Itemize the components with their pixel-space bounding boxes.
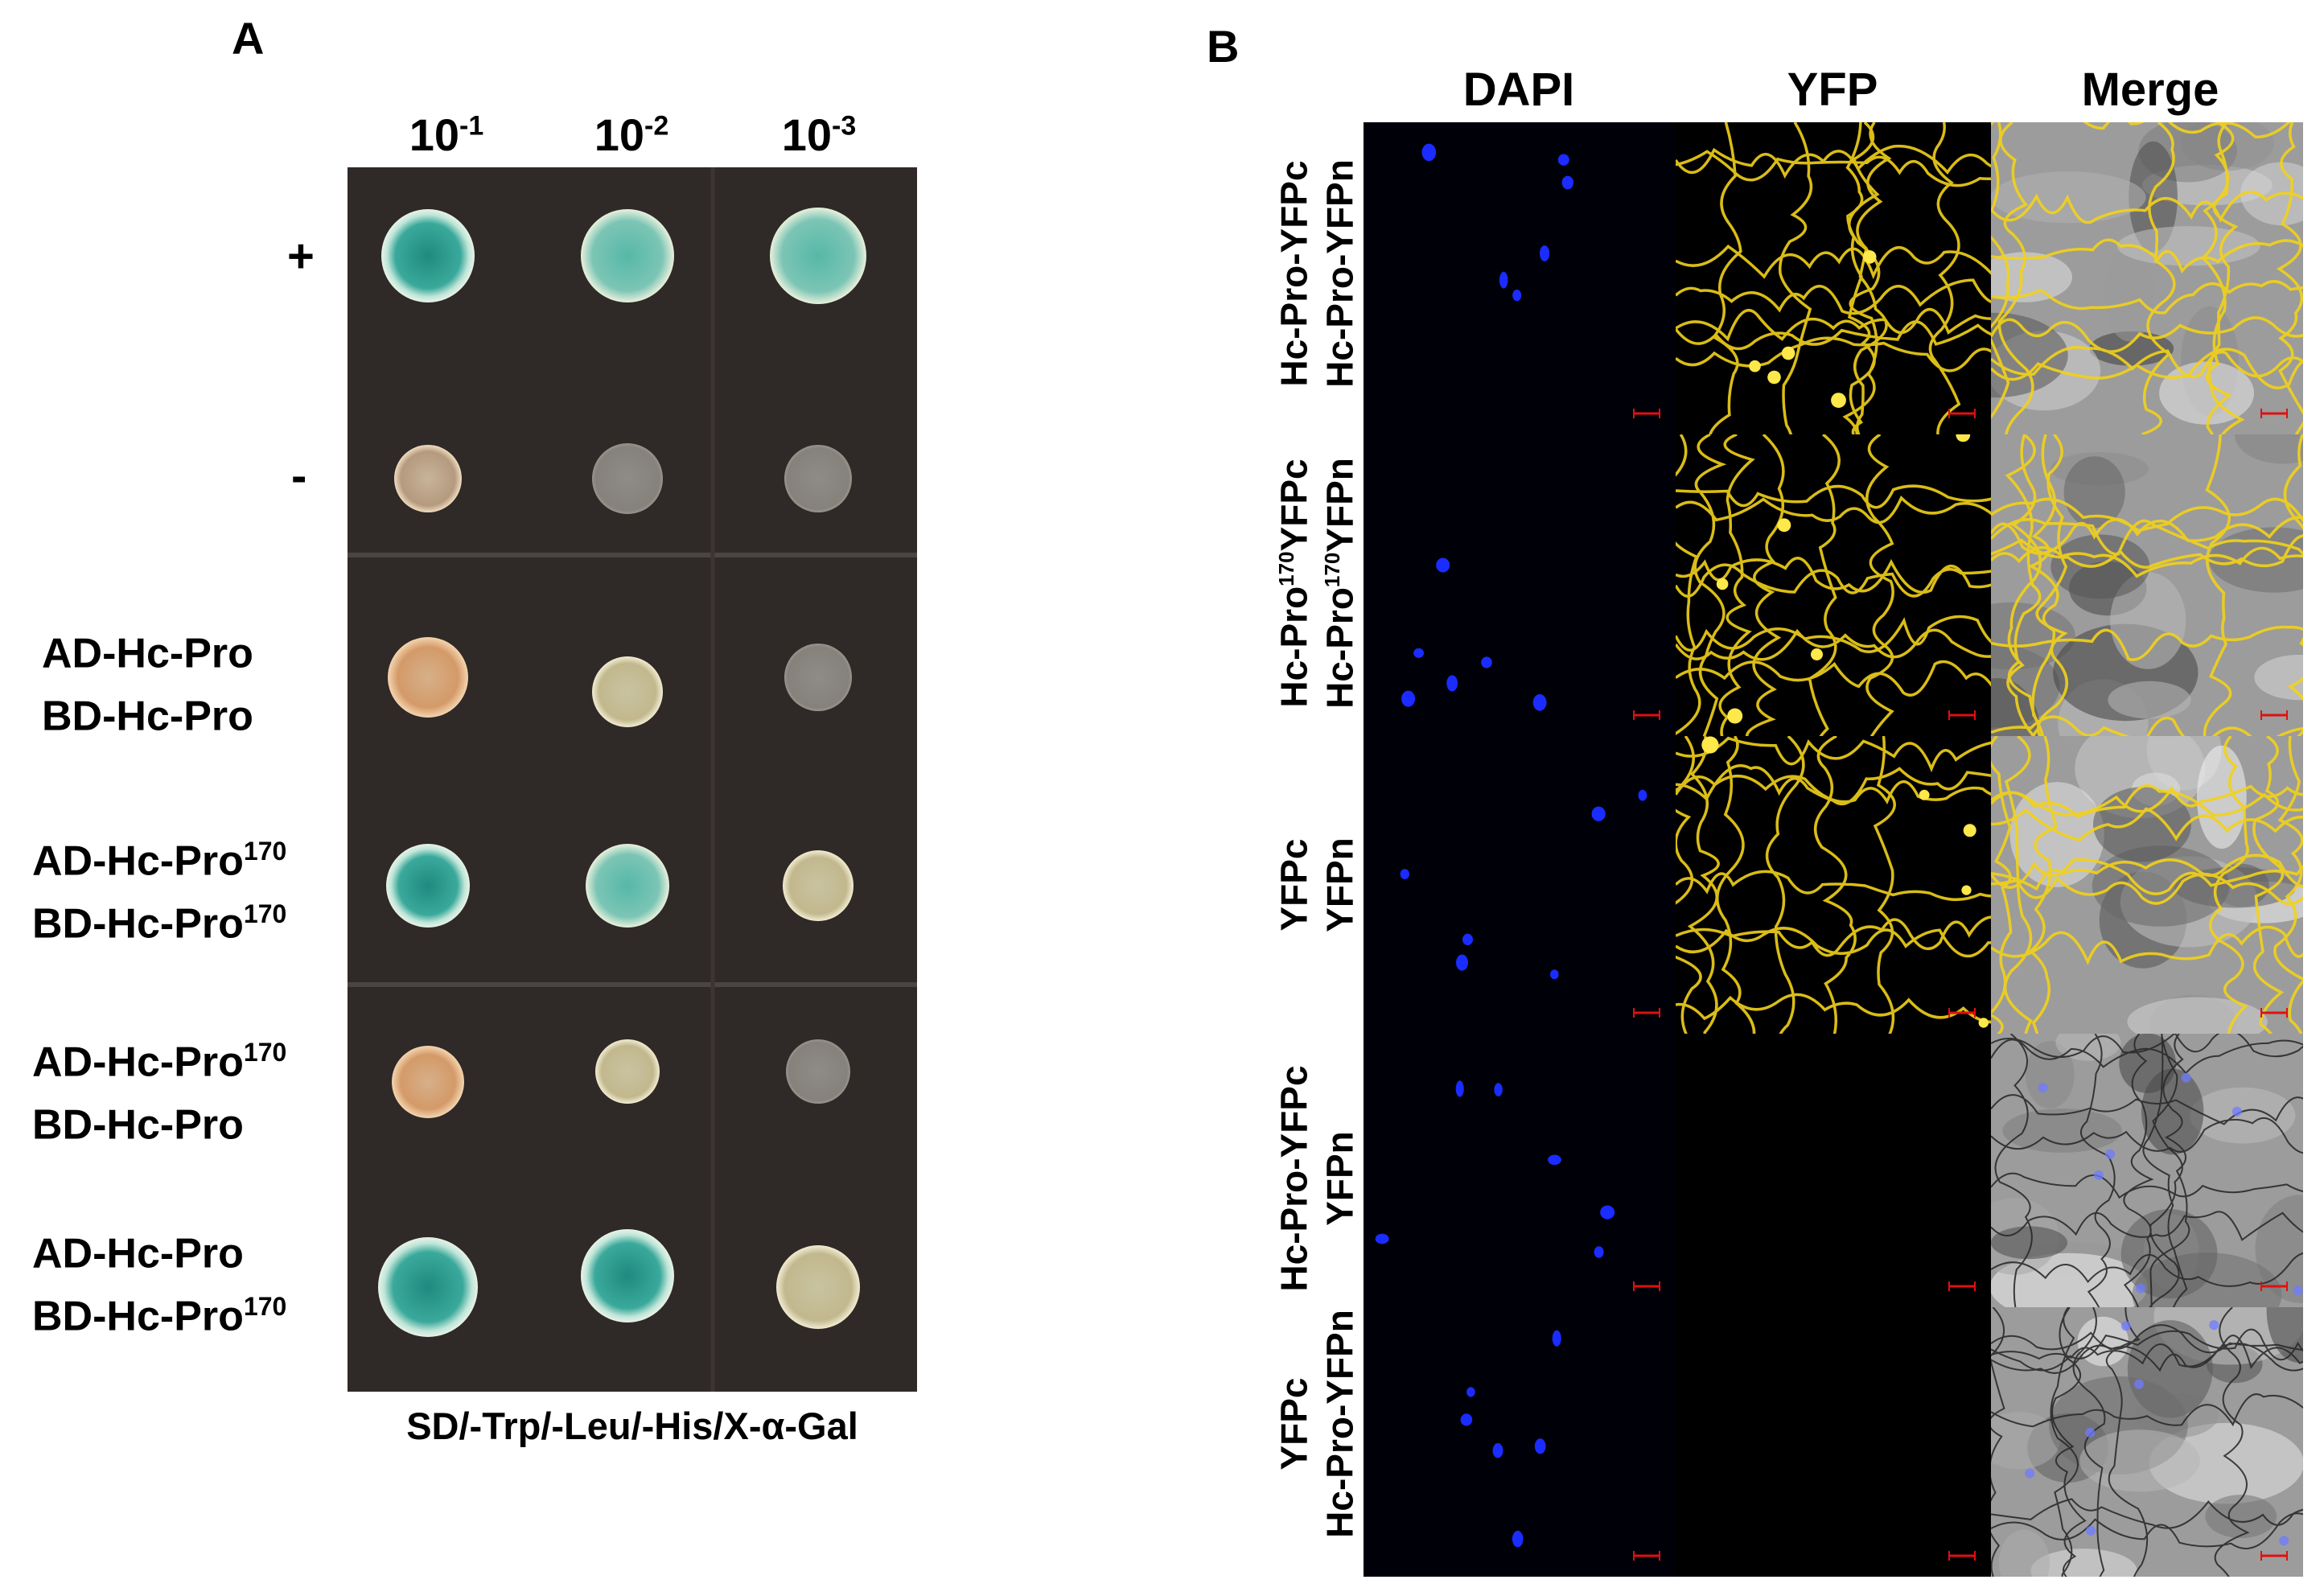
medium-caption: SD/-Trp/-Leu/-His/X-α-Gal — [406, 1405, 858, 1447]
colony — [592, 443, 663, 514]
merge-micrograph — [1991, 1034, 2303, 1307]
colony — [786, 1039, 850, 1104]
dapi-micrograph-drawing — [1364, 1307, 1676, 1577]
row-label-line2: BD-Hc-Pro — [42, 693, 253, 740]
dapi-micrograph-drawing — [1364, 122, 1676, 434]
merge-micrograph-drawing — [1991, 434, 2303, 736]
colony — [378, 1237, 478, 1337]
row-label-positive: + — [287, 230, 315, 282]
construct-label-row2: Hc-Pro170YFPc Hc-Pro170YFPn — [1267, 430, 1360, 736]
construct-label-row1: Hc-Pro-YFPc Hc-Pro-YFPn — [1267, 121, 1360, 426]
colony — [392, 1046, 464, 1118]
merge-micrograph-drawing — [1991, 1034, 2303, 1307]
construct-line1: YFPc — [1273, 838, 1315, 932]
row-label-negative: - — [291, 450, 307, 502]
row-label-line1: AD-Hc-Pro170 — [32, 1038, 287, 1086]
dapi-micrograph-drawing — [1364, 736, 1676, 1034]
row-label-line1: AD-Hc-Pro170 — [32, 837, 287, 885]
merge-micrograph — [1991, 736, 2303, 1034]
dapi-micrograph — [1364, 736, 1676, 1034]
merge-micrograph-drawing — [1991, 736, 2303, 1034]
dilution-label: 10-3 — [781, 109, 857, 160]
column-header-merge: Merge — [2081, 64, 2219, 116]
construct-line1: YFPc — [1273, 1377, 1315, 1471]
construct-label-row5: YFPc Hc-Pro-YFPn — [1267, 1271, 1360, 1577]
yfp-micrograph — [1676, 736, 1991, 1034]
colony — [386, 844, 470, 928]
panel-b-label: B — [1207, 21, 1240, 72]
dapi-micrograph-drawing — [1364, 434, 1676, 736]
yeast-plate-image — [348, 167, 917, 1392]
construct-line1: Hc-Pro170YFPc — [1273, 459, 1315, 708]
construct-line1: Hc-Pro-YFPc — [1273, 160, 1315, 387]
colony — [394, 445, 462, 512]
colony — [581, 209, 674, 302]
dapi-micrograph — [1364, 1034, 1676, 1307]
colony — [592, 656, 663, 727]
column-header-yfp: YFP — [1787, 64, 1878, 116]
yfp-micrograph — [1676, 122, 1991, 434]
yfp-micrograph-drawing — [1676, 434, 1991, 736]
construct-line2: Hc-Pro-YFPn — [1318, 1310, 1361, 1538]
row-label-line2: BD-Hc-Pro170 — [32, 1292, 287, 1340]
dilution-label: 10-1 — [409, 109, 484, 160]
dilution-label: 10-2 — [594, 109, 669, 160]
colony — [381, 209, 475, 302]
colony — [783, 850, 854, 921]
construct-line2: Hc-Pro-YFPn — [1318, 159, 1361, 388]
dapi-micrograph — [1364, 1307, 1676, 1577]
construct-line2: YFPn — [1318, 837, 1361, 932]
construct-label-row3: YFPc YFPn — [1267, 732, 1360, 1038]
yfp-micrograph-drawing — [1676, 736, 1991, 1034]
colony — [784, 644, 852, 711]
yfp-micrograph-drawing — [1676, 1034, 1991, 1307]
colony — [776, 1245, 860, 1329]
dapi-micrograph — [1364, 122, 1676, 434]
yfp-micrograph — [1676, 1034, 1991, 1307]
yfp-micrograph — [1676, 1307, 1991, 1577]
colony — [581, 1229, 674, 1322]
yeast-plate-drawing — [348, 167, 917, 1392]
row-label-line1: AD-Hc-Pro — [32, 1230, 244, 1277]
colony — [784, 445, 852, 512]
yfp-micrograph-drawing — [1676, 122, 1991, 434]
yfp-micrograph — [1676, 434, 1991, 736]
merge-micrograph-drawing — [1991, 122, 2303, 434]
construct-line2: Hc-Pro170YFPn — [1318, 458, 1361, 709]
panel-a-label: A — [232, 13, 265, 64]
colony — [586, 844, 669, 928]
colony — [770, 208, 866, 304]
yfp-micrograph-drawing — [1676, 1307, 1991, 1577]
colony — [388, 637, 468, 718]
row-label-line2: BD-Hc-Pro170 — [32, 899, 287, 948]
column-header-dapi: DAPI — [1462, 64, 1575, 116]
colony — [595, 1039, 660, 1104]
row-label-line1: AD-Hc-Pro — [42, 630, 253, 677]
merge-micrograph — [1991, 434, 2303, 736]
dapi-micrograph-drawing — [1364, 1034, 1676, 1307]
dapi-micrograph — [1364, 434, 1676, 736]
row-label-line2: BD-Hc-Pro — [32, 1101, 244, 1149]
merge-micrograph — [1991, 1307, 2303, 1577]
merge-micrograph-drawing — [1991, 1307, 2303, 1577]
merge-micrograph — [1991, 122, 2303, 434]
